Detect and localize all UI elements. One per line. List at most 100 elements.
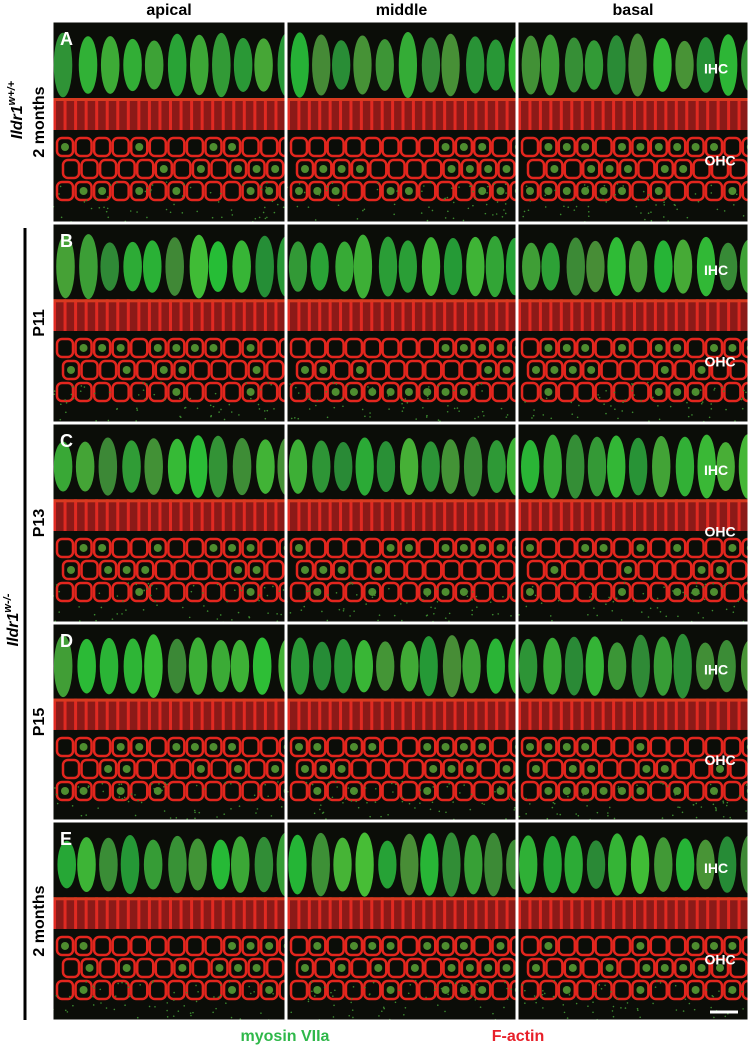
ohc-cell (472, 180, 492, 202)
ohc-cell (222, 979, 242, 1001)
actin-stripe (307, 897, 311, 929)
ohc-myosin (252, 963, 261, 972)
ohc-cell (204, 979, 223, 1001)
ohc-myosin (319, 165, 328, 173)
speckle (590, 599, 592, 602)
speckle (518, 614, 520, 616)
speckle (349, 615, 351, 617)
speckle (196, 407, 199, 410)
ohc-cell (185, 581, 205, 603)
ohc-cell (222, 136, 242, 158)
ohc-cell (704, 337, 724, 359)
ihc-cell (120, 835, 140, 895)
ohc-myosin (691, 587, 700, 596)
ohc-cell (289, 136, 309, 158)
speckle (484, 212, 487, 215)
speckle (420, 212, 423, 214)
speckle (593, 607, 595, 609)
speckle (307, 393, 309, 395)
actin-stripe (570, 98, 574, 130)
actin-edge (287, 98, 516, 101)
ohc-myosin (386, 985, 395, 994)
ihc-cell (400, 833, 419, 896)
speckle (148, 586, 151, 588)
ohc-cell (557, 537, 577, 559)
speckle (296, 205, 299, 208)
speckle (656, 597, 659, 600)
actin-stripe (601, 897, 605, 929)
ihc-cell (543, 637, 562, 695)
speckle (620, 1007, 622, 1009)
actin-stripe (591, 698, 595, 730)
ohc-myosin (404, 387, 413, 396)
ohc-cell (667, 136, 687, 158)
speckle (738, 795, 741, 797)
speckle (572, 199, 575, 201)
actin-edge (518, 98, 748, 101)
ohc-cell (594, 736, 613, 758)
ohc-cell (265, 359, 285, 381)
speckle (644, 218, 646, 221)
ohc-cell (557, 381, 577, 403)
actin-stripe (328, 897, 332, 929)
actin-stripe (518, 698, 521, 730)
ohc-myosin (728, 187, 737, 195)
speckle (160, 381, 162, 384)
speckle (663, 204, 666, 206)
ihc-cell (739, 239, 748, 294)
ihc-cell (443, 238, 463, 296)
ohc-cell (497, 158, 516, 180)
speckle (336, 786, 338, 788)
speckle (711, 609, 714, 612)
ihc-cell (738, 434, 748, 499)
ohc-myosin (562, 786, 571, 795)
ihc-cell (290, 637, 310, 695)
ohc-myosin (636, 941, 645, 950)
speckle (105, 1007, 108, 1009)
speckle (368, 993, 371, 996)
speckle (127, 800, 130, 803)
ohc-cell (308, 780, 327, 802)
speckle (448, 783, 450, 785)
ohc-myosin (642, 963, 651, 972)
speckle (318, 194, 321, 196)
speckle (172, 1015, 175, 1017)
ohc-cell (191, 957, 211, 979)
ohc-cell (135, 957, 155, 979)
actin-stripe (518, 897, 521, 929)
actin-stripe (737, 98, 741, 130)
ohc-myosin (478, 985, 487, 994)
ohc-myosin (215, 963, 224, 972)
speckle (233, 589, 236, 592)
ohc-myosin (660, 764, 669, 773)
ohc-myosin (98, 343, 107, 352)
speckle (395, 783, 397, 785)
actin-stripe (297, 499, 301, 531)
speckle (146, 187, 149, 189)
ohc-cell (612, 979, 632, 1001)
ohc-cell (278, 780, 285, 802)
ohc-cell (618, 158, 638, 180)
ihc-cell (718, 34, 738, 96)
speckle (596, 614, 598, 617)
ohc-myosin (459, 343, 468, 352)
speckle (70, 393, 73, 396)
actin-stripe (432, 98, 436, 130)
ihc-cell (587, 436, 607, 497)
ohc-myosin (331, 387, 340, 396)
speckle (691, 414, 693, 416)
ohc-cell (692, 359, 711, 381)
speckle (294, 417, 296, 419)
ihc-cell (462, 638, 481, 694)
speckle (197, 990, 199, 993)
speckle (475, 595, 478, 598)
speckle (723, 390, 725, 393)
actin-stripe (591, 98, 595, 130)
speckle (210, 415, 212, 418)
speckle (592, 1001, 594, 1004)
ohc-cell (509, 136, 516, 158)
ihc-cell (288, 439, 308, 494)
ihc-cell (144, 438, 163, 495)
ihc-cell (541, 242, 560, 291)
ohc-myosin (313, 587, 322, 596)
